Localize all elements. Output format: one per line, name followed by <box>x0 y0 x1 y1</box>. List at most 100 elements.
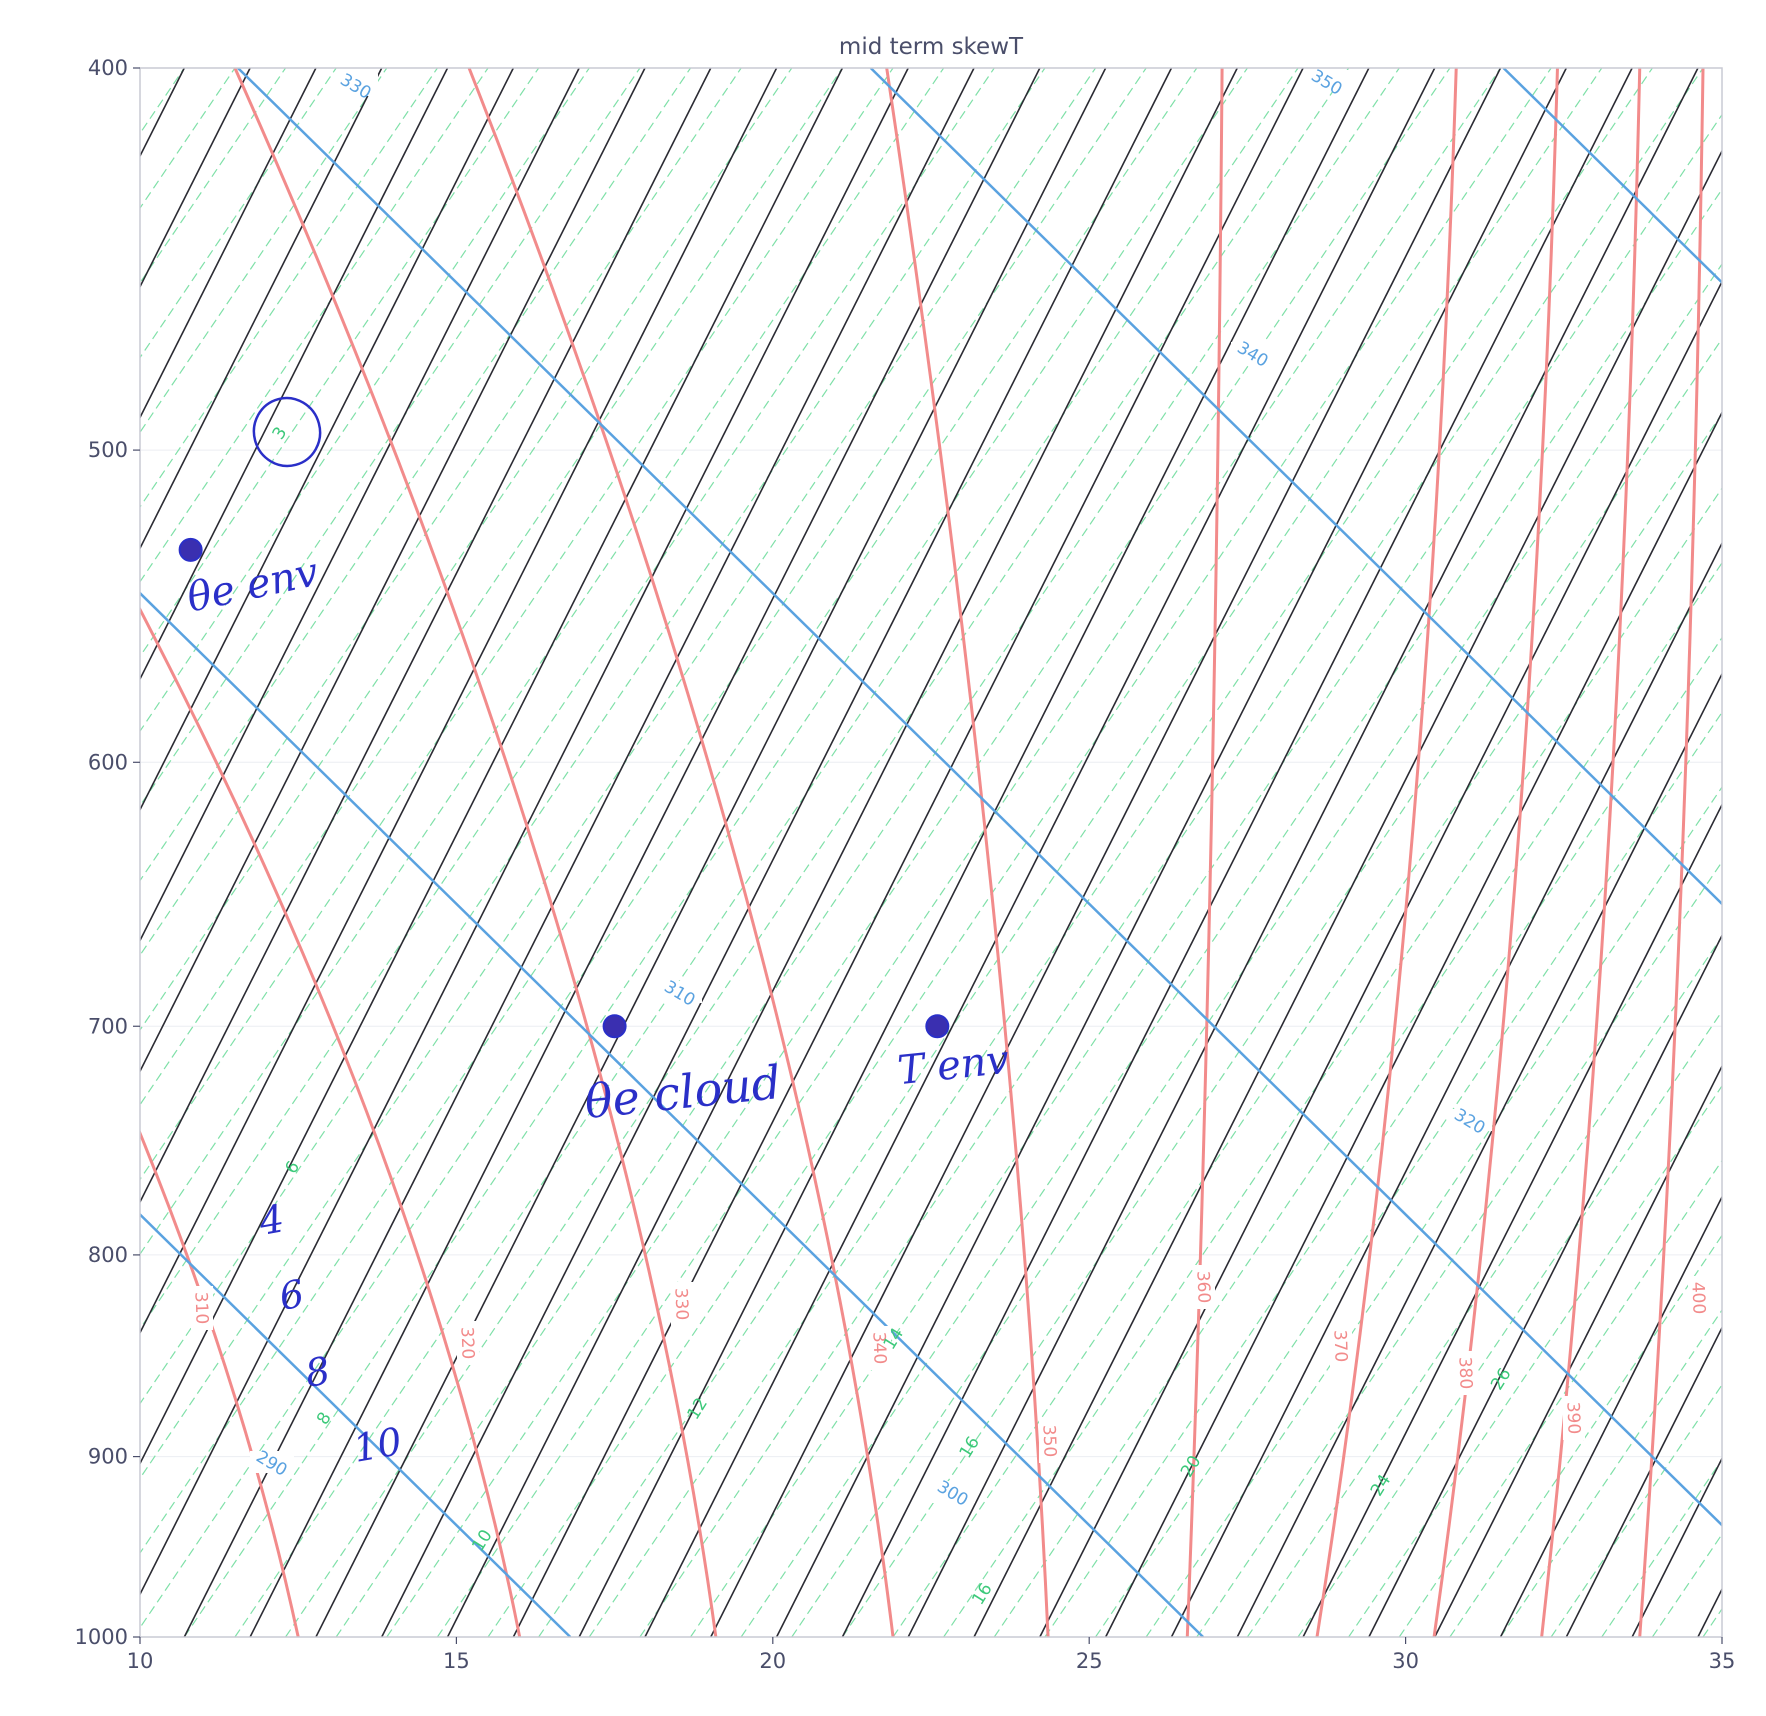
dry-adiabat-line <box>869 68 1722 906</box>
isotherm-line <box>1236 672 1722 1637</box>
mixing-ratio-line <box>1500 1309 1722 1637</box>
mixing-ratio-line <box>140 68 1198 1629</box>
moist-adiabat-label: 380 <box>1454 1356 1475 1389</box>
x-tick-label: 20 <box>759 1649 786 1673</box>
isotherm-line <box>140 68 844 1466</box>
moist-adiabat-line <box>1185 68 1224 1637</box>
isotherm-line <box>183 68 975 1637</box>
dry-adiabat-label-bg <box>1305 70 1349 92</box>
isotherm-line <box>315 68 1107 1637</box>
moist-adiabat-label: 320 <box>456 1326 477 1359</box>
dry-adiabat-line <box>140 1212 572 1637</box>
moist-adiabat-label: 310 <box>190 1291 211 1324</box>
isotherm-line <box>140 68 580 943</box>
mixing-ratio-line <box>234 68 1299 1637</box>
dry-adiabat-label-bg <box>250 1451 294 1473</box>
isotherm-line <box>1170 541 1722 1637</box>
isotherm-line <box>578 68 1370 1637</box>
isotherm-line <box>1302 802 1722 1637</box>
mixing-ratio-line <box>1449 1234 1722 1637</box>
mixing-ratio-line <box>436 68 1502 1637</box>
x-axis-ticks: 10 15 20 25 30 35 <box>127 1637 1736 1673</box>
dry-adiabat-line <box>140 591 1204 1637</box>
moist-adiabat-line <box>885 68 1050 1637</box>
moist-adiabat-label-bg <box>1330 1324 1352 1368</box>
annotated-point <box>925 1014 950 1039</box>
isotherm-line <box>775 68 1568 1637</box>
mixing-ratio-line <box>140 68 1046 1405</box>
isotherm-line <box>1368 933 1722 1637</box>
x-tick-label: 35 <box>1709 1649 1736 1673</box>
isotherm-line <box>1433 1064 1722 1637</box>
moist-adiabat-label: 360 <box>1192 1270 1213 1303</box>
mixing-ratio-line <box>841 337 1722 1637</box>
dry-adiabat-lines <box>140 68 1722 1637</box>
x-tick-label: 10 <box>127 1649 154 1673</box>
y-tick-label: 1000 <box>75 1625 128 1649</box>
isotherm-line <box>140 68 515 812</box>
moist-adiabat-label-bg <box>1039 1419 1061 1463</box>
mixing-ratio-line <box>892 412 1722 1637</box>
moist-adiabat-label-bg <box>1193 1265 1215 1309</box>
dry-adiabat-label-bg <box>334 74 378 96</box>
mixing-ratio-line <box>487 68 1552 1637</box>
moist-adiabat-label: 390 <box>1562 1401 1583 1434</box>
mixing-ratio-line <box>1044 636 1722 1637</box>
dry-adiabat-label-bg <box>931 1481 975 1503</box>
isotherm-line <box>140 68 646 1074</box>
isotherm-line <box>140 68 712 1204</box>
mixing-ratio-line <box>538 68 1603 1637</box>
annotated-point <box>602 1014 627 1039</box>
y-tick-label: 900 <box>88 1445 128 1469</box>
isotherm-line <box>140 68 778 1335</box>
mixing-ratio-line <box>1095 711 1722 1637</box>
isotherm-line <box>249 68 1041 1637</box>
moist-adiabat-label: 400 <box>1687 1281 1708 1314</box>
isotherm-line <box>140 68 449 681</box>
dry-adiabat-label-bg <box>1448 1109 1492 1131</box>
mixing-ratio-line <box>639 68 1704 1637</box>
moist-adiabat-label-bg <box>1563 1396 1585 1440</box>
moist-adiabat-line <box>1315 68 1458 1637</box>
moist-adiabat-label-bg <box>1688 1276 1710 1320</box>
y-tick-label: 600 <box>88 750 128 774</box>
mixing-ratio-line <box>140 68 1097 1480</box>
moist-adiabat-line <box>1638 68 1705 1637</box>
moist-adiabat-label: 370 <box>1329 1329 1350 1362</box>
x-tick-label: 25 <box>1076 1649 1103 1673</box>
plot-frame <box>139 67 1723 1638</box>
x-tick-label: 30 <box>1392 1649 1419 1673</box>
moist-adiabat-label-bg <box>869 1326 891 1370</box>
mixing-ratio-line <box>183 68 1248 1637</box>
mixing-ratio-line <box>285 68 1350 1637</box>
moist-adiabat-label: 340 <box>868 1331 889 1364</box>
y-tick-label: 700 <box>88 1014 128 1038</box>
moist-adiabat-label-bg <box>1455 1351 1477 1395</box>
y-tick-label: 400 <box>88 56 128 80</box>
isotherm-line <box>644 68 1436 1637</box>
isotherm-line <box>841 68 1633 1637</box>
isotherm-line <box>710 68 1502 1637</box>
mixing-ratio-line <box>386 68 1451 1637</box>
isotherm-line <box>1104 410 1722 1637</box>
y-tick-label: 800 <box>88 1243 128 1267</box>
moist-adiabat-line <box>140 1129 300 1637</box>
mixing-ratio-line <box>588 68 1653 1637</box>
moist-adiabat-line <box>1432 68 1559 1637</box>
isotherm-line <box>140 68 317 420</box>
moist-adiabat-label: 350 <box>1038 1424 1059 1457</box>
chart-title: mid term skewT <box>839 34 1024 60</box>
mixing-ratio-line <box>943 487 1722 1637</box>
mixing-ratio-line <box>791 263 1722 1637</box>
mixing-ratio-line <box>1398 1159 1722 1637</box>
isotherm-line <box>446 68 1238 1637</box>
y-axis-ticks: 400 500 600 700 800 900 1000 <box>75 56 140 1649</box>
x-tick-label: 15 <box>443 1649 470 1673</box>
mixing-ratio-line <box>140 68 1147 1555</box>
mixing-ratio-line <box>1246 935 1722 1637</box>
mixing-ratio-line <box>1196 860 1722 1637</box>
moist-adiabat-label-bg <box>191 1286 213 1330</box>
dry-adiabat-label-bg <box>658 981 702 1003</box>
moist-adiabat-line <box>140 606 522 1637</box>
